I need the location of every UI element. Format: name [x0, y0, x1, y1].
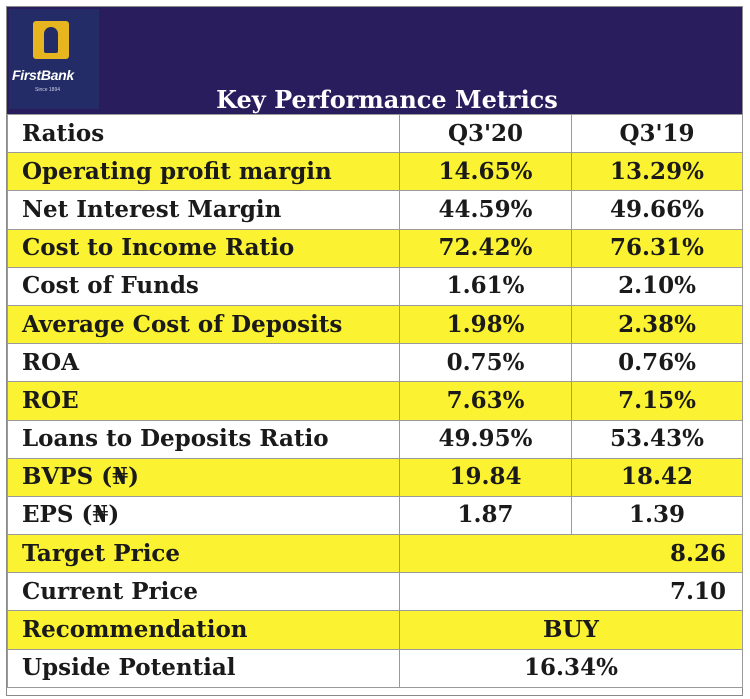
row-label: Average Cost of Deposits: [7, 304, 400, 345]
column-header-q3-19: Q3'19: [571, 113, 743, 154]
row-value-q3-20: 19.84: [399, 457, 572, 497]
table-row: Cost of Funds 1.61% 2.10%: [7, 266, 743, 306]
row-value-q3-19: 1.39: [571, 495, 743, 536]
row-value-q3-19: 18.42: [571, 457, 743, 497]
table-row: ROA 0.75% 0.76%: [7, 343, 743, 383]
row-value-q3-20: 1.61%: [399, 266, 572, 306]
table-row: Net Interest Margin 44.59% 49.66%: [7, 190, 743, 230]
row-value-q3-19: 53.43%: [571, 419, 743, 459]
table-row: Average Cost of Deposits 1.98% 2.38%: [7, 304, 743, 345]
summary-value: 8.26: [399, 534, 743, 574]
row-label: Cost to Income Ratio: [7, 228, 400, 268]
column-header-q3-20: Q3'20: [399, 113, 572, 154]
summary-label: Recommendation: [7, 610, 400, 650]
firstbank-logo: FirstBank Since 1894: [9, 9, 99, 109]
row-value-q3-20: 72.42%: [399, 228, 572, 268]
summary-row-recommendation: Recommendation BUY: [7, 610, 743, 650]
summary-row-current-price: Current Price 7.10: [7, 572, 743, 612]
row-label: EPS (₦): [7, 495, 400, 536]
row-value-q3-20: 1.87: [399, 495, 572, 536]
row-label: Loans to Deposits Ratio: [7, 419, 400, 459]
summary-label: Target Price: [7, 534, 400, 574]
table-row: BVPS (₦) 19.84 18.42: [7, 457, 743, 497]
row-value-q3-20: 7.63%: [399, 381, 572, 421]
metrics-table: Ratios Q3'20 Q3'19 Operating profit marg…: [7, 113, 743, 688]
table-row: ROE 7.63% 7.15%: [7, 381, 743, 421]
table-header-row: Ratios Q3'20 Q3'19: [7, 113, 743, 154]
row-value-q3-20: 0.75%: [399, 343, 572, 383]
row-value-q3-19: 2.10%: [571, 266, 743, 306]
row-value-q3-19: 0.76%: [571, 343, 743, 383]
row-label: Cost of Funds: [7, 266, 400, 306]
summary-value: 7.10: [399, 572, 743, 612]
page-title: Key Performance Metrics: [216, 85, 558, 114]
table-row: Loans to Deposits Ratio 49.95% 53.43%: [7, 419, 743, 459]
summary-label: Current Price: [7, 572, 400, 612]
logo-brand-name: FirstBank: [12, 67, 74, 83]
row-value-q3-20: 14.65%: [399, 152, 572, 192]
column-header-ratios: Ratios: [7, 113, 400, 154]
table-row: Operating profit margin 14.65% 13.29%: [7, 152, 743, 192]
summary-value: 16.34%: [399, 648, 743, 688]
summary-row-upside-potential: Upside Potential 16.34%: [7, 648, 743, 688]
row-label: Operating profit margin: [7, 152, 400, 192]
row-label: ROE: [7, 381, 400, 421]
row-value-q3-20: 49.95%: [399, 419, 572, 459]
row-label: BVPS (₦): [7, 457, 400, 497]
row-value-q3-19: 2.38%: [571, 304, 743, 345]
row-label: Net Interest Margin: [7, 190, 400, 230]
table-row: Cost to Income Ratio 72.42% 76.31%: [7, 228, 743, 268]
summary-value: BUY: [399, 610, 743, 650]
row-value-q3-20: 44.59%: [399, 190, 572, 230]
row-value-q3-19: 7.15%: [571, 381, 743, 421]
row-value-q3-20: 1.98%: [399, 304, 572, 345]
row-value-q3-19: 49.66%: [571, 190, 743, 230]
summary-label: Upside Potential: [7, 648, 400, 688]
row-value-q3-19: 76.31%: [571, 228, 743, 268]
summary-row-target-price: Target Price 8.26: [7, 534, 743, 574]
logo-tagline: Since 1894: [35, 87, 61, 93]
row-label: ROA: [7, 343, 400, 383]
header-banner: FirstBank Since 1894 Key Performance Met…: [7, 7, 742, 114]
table-row: EPS (₦) 1.87 1.39: [7, 495, 743, 536]
elephant-icon: [33, 21, 69, 59]
row-value-q3-19: 13.29%: [571, 152, 743, 192]
